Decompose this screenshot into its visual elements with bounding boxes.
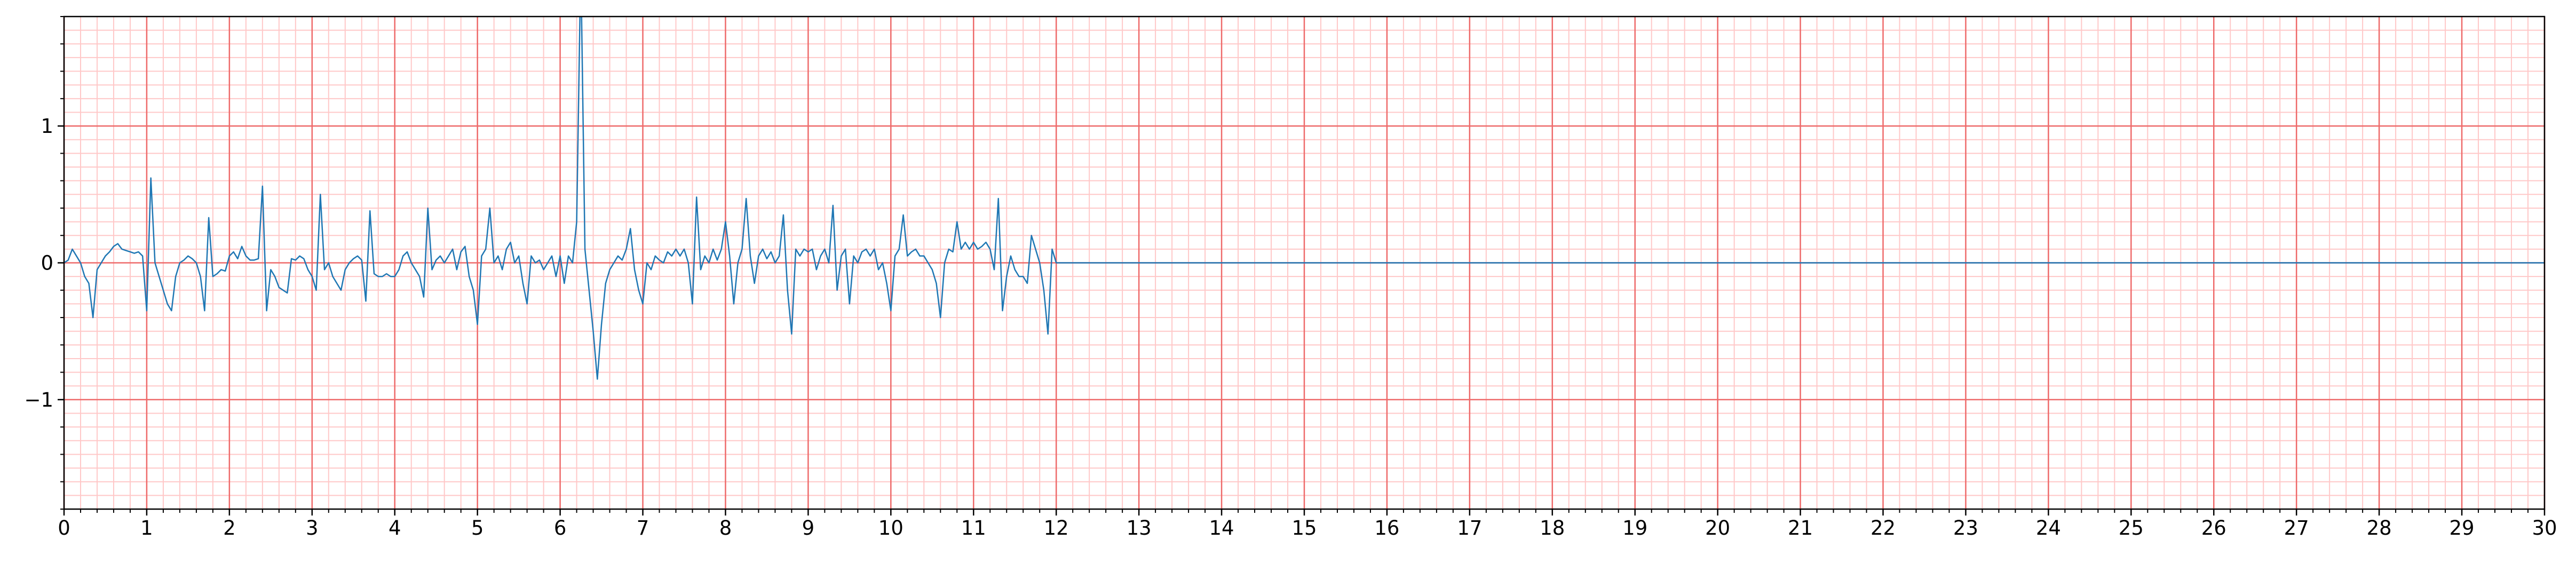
x-tick-label: 7 <box>637 517 649 540</box>
x-tick-label: 18 <box>1540 517 1565 540</box>
x-tick-label: 9 <box>802 517 815 540</box>
x-tick-label: 1 <box>140 517 153 540</box>
x-tick-label: 17 <box>1457 517 1482 540</box>
x-tick-label: 30 <box>2532 517 2557 540</box>
x-tick-label: 26 <box>2201 517 2226 540</box>
x-tick-label: 5 <box>471 517 484 540</box>
x-tick-label: 27 <box>2284 517 2309 540</box>
x-tick-label: 12 <box>1044 517 1069 540</box>
x-tick-label: 21 <box>1788 517 1813 540</box>
x-tick-label: 6 <box>554 517 567 540</box>
x-tick-label: 4 <box>389 517 401 540</box>
y-tick-label: 0 <box>41 252 53 275</box>
y-tick-label: −1 <box>24 388 53 411</box>
x-tick-label: 13 <box>1127 517 1152 540</box>
x-tick-label: 14 <box>1209 517 1234 540</box>
x-tick-label: 3 <box>306 517 319 540</box>
x-tick-label: 24 <box>2036 517 2061 540</box>
x-tick-label: 15 <box>1291 517 1317 540</box>
x-tick-label: 28 <box>2367 517 2392 540</box>
x-tick-label: 2 <box>223 517 236 540</box>
y-tick-label: 1 <box>41 115 53 138</box>
x-tick-label: 20 <box>1705 517 1730 540</box>
x-tick-label: 19 <box>1622 517 1647 540</box>
x-tick-label: 8 <box>719 517 732 540</box>
x-tick-label: 29 <box>2450 517 2475 540</box>
x-tick-label: 0 <box>58 517 70 540</box>
plot-frame <box>63 15 2546 510</box>
x-tick-label: 25 <box>2119 517 2144 540</box>
x-tick-label: 23 <box>1953 517 1978 540</box>
x-tick-label: 11 <box>961 517 986 540</box>
x-tick-label: 10 <box>878 517 903 540</box>
data-line <box>64 17 2545 380</box>
x-tick-label: 22 <box>1870 517 1896 540</box>
x-tick-label: 16 <box>1374 517 1399 540</box>
